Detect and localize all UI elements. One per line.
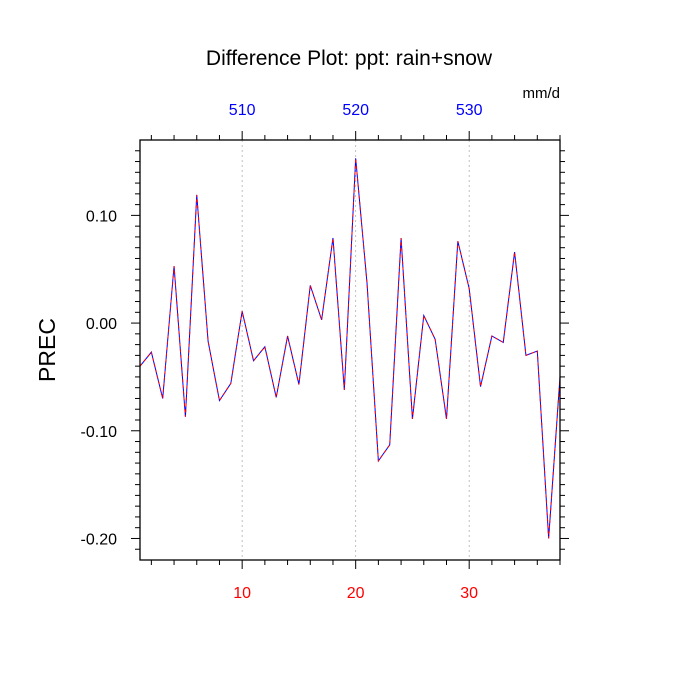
chart-title: Difference Plot: ppt: rain+snow — [206, 47, 493, 70]
x-tick-label: 20 — [347, 585, 365, 602]
units-label: mm/d — [523, 85, 561, 102]
grid-lines — [241, 140, 470, 560]
data-series — [139, 158, 561, 539]
y-tick-label: -0.20 — [81, 531, 118, 548]
x-top-tick-label: 520 — [342, 102, 369, 119]
tick-labels: 0.10 0.00 -0.10 -0.20 10 20 30 510 520 530 — [81, 102, 483, 602]
y-axis-label: PREC — [34, 318, 60, 382]
x-tick-label: 30 — [460, 585, 478, 602]
x-top-tick-label: 510 — [229, 102, 256, 119]
series-line-overlay — [139, 158, 561, 539]
y-tick-label: 0.00 — [86, 316, 117, 333]
series-line — [139, 158, 561, 539]
axis-ticks — [131, 131, 569, 569]
plot-frame — [139, 139, 561, 561]
x-top-tick-label: 530 — [456, 102, 483, 119]
y-tick-label: 0.10 — [86, 208, 117, 225]
x-tick-label: 10 — [233, 585, 251, 602]
y-tick-label: -0.10 — [81, 424, 118, 441]
